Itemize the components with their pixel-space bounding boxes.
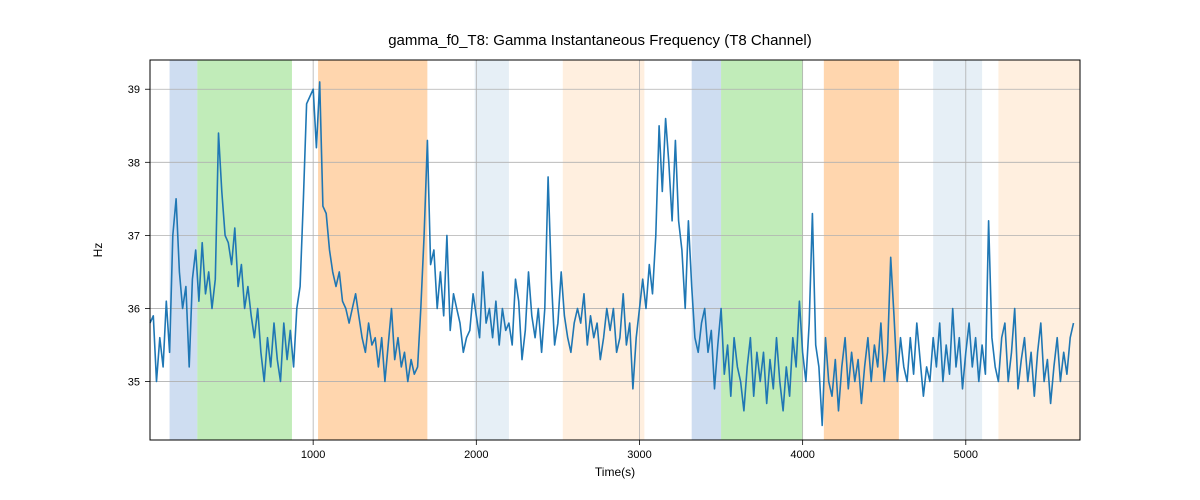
xtick-label: 1000 [301,449,325,461]
ytick-label: 35 [128,377,140,389]
xtick-label: 4000 [790,449,814,461]
chart-title: gamma_f0_T8: Gamma Instantaneous Frequen… [0,32,1200,49]
xtick-label: 5000 [954,449,978,461]
shaded-region [318,60,427,440]
shaded-region [197,60,292,440]
ytick-label: 38 [128,157,140,169]
ylabel: Hz [91,243,105,258]
shaded-region [824,60,899,440]
ytick-label: 36 [128,303,140,315]
shaded-region [170,60,198,440]
shaded-region [475,60,509,440]
ytick-label: 37 [128,230,140,242]
shaded-region [998,60,1080,440]
plot-svg: 1000 2000 3000 4000 5000 35 36 37 38 39 Time(s) Hz [0,0,1200,500]
xtick-label: 3000 [627,449,651,461]
xtick-label: 2000 [464,449,488,461]
chart-container: gamma_f0_T8: Gamma Instantaneous Frequen… [0,0,1200,500]
shaded-region [933,60,982,440]
ytick-label: 39 [128,84,140,96]
shaded-region [692,60,721,440]
xlabel: Time(s) [595,465,635,479]
